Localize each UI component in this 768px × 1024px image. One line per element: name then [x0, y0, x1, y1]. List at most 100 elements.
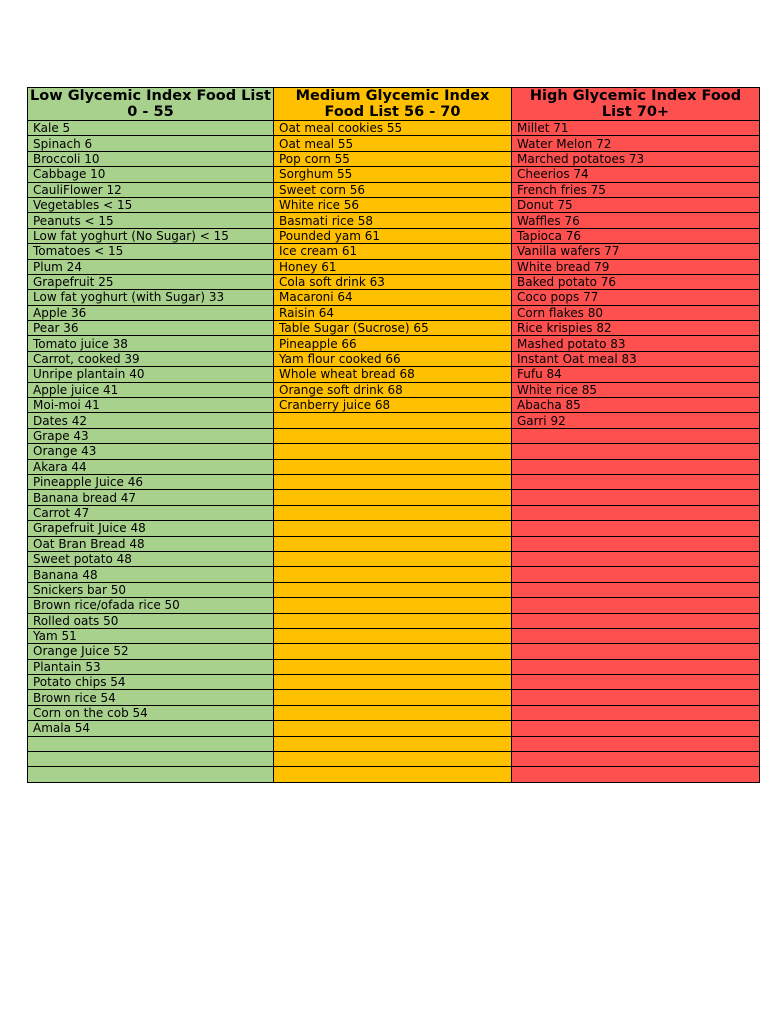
medium-gi-cell: [273, 550, 512, 568]
header-row: Low Glycemic Index Food List 0 - 55 Medi…: [27, 87, 760, 121]
high-gi-cell: [511, 566, 760, 583]
medium-gi-cell: [273, 504, 512, 522]
high-gi-cell: Millet 71: [511, 119, 760, 137]
high-gi-cell: [511, 689, 760, 706]
low-gi-cell: Snickers bar 50: [27, 581, 274, 599]
table-row: [27, 735, 760, 753]
low-gi-cell: Apple juice 41: [27, 381, 274, 399]
table-row: Grape 43: [27, 427, 760, 445]
high-gi-cell: [511, 720, 760, 737]
table-row: Broccoli 10 Pop corn 55 Marched potatoes 7…: [27, 150, 760, 168]
medium-gi-cell: Honey 61: [273, 258, 512, 275]
medium-gi-cell: [273, 720, 512, 737]
table-row: Vegetables < 15 White rice 56 Donut 75: [27, 196, 760, 214]
high-gi-cell: Corn flakes 80: [511, 304, 760, 322]
table-row: Low fat yoghurt (No Sugar) < 15 Pounded y…: [27, 227, 760, 245]
low-gi-cell: Corn on the cob 54: [27, 704, 274, 722]
table-row: Rolled oats 50: [27, 612, 760, 629]
high-gi-cell: Garri 92: [511, 412, 760, 429]
low-gi-cell: Plum 24: [27, 258, 274, 275]
table-row: Carrot 47: [27, 504, 760, 522]
high-gi-cell: French fries 75: [511, 181, 760, 198]
medium-gi-cell: Whole wheat bread 68: [273, 366, 512, 383]
low-gi-cell: [27, 766, 274, 783]
high-gi-cell: [511, 550, 760, 568]
medium-gi-cell: [273, 581, 512, 599]
high-gi-cell: [511, 735, 760, 753]
low-gi-cell: Spinach 6: [27, 135, 274, 152]
medium-gi-cell: Pineapple 66: [273, 335, 512, 352]
low-gi-cell: Banana bread 47: [27, 489, 274, 506]
low-gi-cell: Orange Juice 52: [27, 643, 274, 660]
low-gi-cell: Grape 43: [27, 427, 274, 445]
table-row: Brown rice/ofada rice 50: [27, 597, 760, 614]
table-row: Moi-moi 41 Cranberry juice 68 Abacha 85: [27, 397, 760, 414]
medium-gi-cell: [273, 597, 512, 614]
table-row: Pear 36 Table Sugar (Sucrose) 65 Rice kris…: [27, 320, 760, 337]
header-medium-gi: Medium Glycemic Index Food List 56 - 70: [273, 87, 512, 121]
low-gi-cell: Grapefruit 25: [27, 273, 274, 291]
table-row: Apple juice 41 Orange soft drink 68 White …: [27, 381, 760, 399]
low-gi-cell: Rolled oats 50: [27, 612, 274, 629]
medium-gi-cell: [273, 766, 512, 783]
low-gi-cell: Plantain 53: [27, 658, 274, 676]
high-gi-cell: Tapioca 76: [511, 227, 760, 245]
medium-gi-cell: [273, 473, 512, 491]
table-row: CauliFlower 12 Sweet corn 56 French fries …: [27, 181, 760, 198]
low-gi-cell: Unripe plantain 40: [27, 366, 274, 383]
low-gi-cell: Carrot, cooked 39: [27, 350, 274, 368]
low-gi-cell: Vegetables < 15: [27, 196, 274, 214]
high-gi-cell: [511, 489, 760, 506]
table-body: Kale 5 Oat meal cookies 55 Millet 71 Spinac…: [27, 119, 760, 783]
low-gi-cell: Orange 43: [27, 443, 274, 460]
high-gi-cell: Mashed potato 83: [511, 335, 760, 352]
low-gi-cell: Dates 42: [27, 412, 274, 429]
high-gi-cell: Abacha 85: [511, 397, 760, 414]
medium-gi-cell: Pounded yam 61: [273, 227, 512, 245]
table-row: Oat Bran Bread 48: [27, 535, 760, 552]
medium-gi-cell: [273, 412, 512, 429]
table-row: Unripe plantain 40 Whole wheat bread 68 Fu…: [27, 366, 760, 383]
high-gi-cell: Baked potato 76: [511, 273, 760, 291]
high-gi-cell: Instant Oat meal 83: [511, 350, 760, 368]
high-gi-cell: Rice krispies 82: [511, 320, 760, 337]
low-gi-cell: Brown rice 54: [27, 689, 274, 706]
low-gi-cell: Low fat yoghurt (No Sugar) < 15: [27, 227, 274, 245]
low-gi-cell: Kale 5: [27, 119, 274, 137]
medium-gi-cell: [273, 520, 512, 537]
low-gi-cell: [27, 751, 274, 768]
low-gi-cell: Tomato juice 38: [27, 335, 274, 352]
high-gi-cell: [511, 520, 760, 537]
medium-gi-cell: [273, 427, 512, 445]
medium-gi-cell: Oat meal 55: [273, 135, 512, 152]
high-gi-cell: [511, 766, 760, 783]
high-gi-cell: [511, 627, 760, 645]
low-gi-cell: Yam 51: [27, 627, 274, 645]
low-gi-cell: Apple 36: [27, 304, 274, 322]
low-gi-cell: Broccoli 10: [27, 150, 274, 168]
medium-gi-cell: [273, 658, 512, 676]
medium-gi-cell: Sorghum 55: [273, 166, 512, 183]
table-row: Corn on the cob 54: [27, 704, 760, 722]
header-low-gi: Low Glycemic Index Food List 0 - 55: [27, 87, 274, 121]
low-gi-cell: Low fat yoghurt (with Sugar) 33: [27, 289, 274, 306]
table-row: Spinach 6 Oat meal 55 Water Melon 72: [27, 135, 760, 152]
medium-gi-cell: Oat meal cookies 55: [273, 119, 512, 137]
medium-gi-cell: Cranberry juice 68: [273, 397, 512, 414]
medium-gi-cell: Macaroni 64: [273, 289, 512, 306]
medium-gi-cell: Basmati rice 58: [273, 212, 512, 229]
table-row: Tomatoes < 15 Ice cream 61 Vanilla wafers …: [27, 243, 760, 260]
low-gi-cell: Oat Bran Bread 48: [27, 535, 274, 552]
medium-gi-cell: Pop corn 55: [273, 150, 512, 168]
table-row: Peanuts < 15 Basmati rice 58 Waffles 76: [27, 212, 760, 229]
high-gi-cell: [511, 612, 760, 629]
table-row: Banana bread 47: [27, 489, 760, 506]
low-gi-cell: Amala 54: [27, 720, 274, 737]
glycemic-index-table: Low Glycemic Index Food List 0 - 55 Medi…: [27, 87, 760, 783]
table-row: Yam 51: [27, 627, 760, 645]
high-gi-cell: Fufu 84: [511, 366, 760, 383]
table-row: Grapefruit Juice 48: [27, 520, 760, 537]
medium-gi-cell: [273, 735, 512, 753]
high-gi-cell: [511, 704, 760, 722]
table-row: Kale 5 Oat meal cookies 55 Millet 71: [27, 119, 760, 137]
